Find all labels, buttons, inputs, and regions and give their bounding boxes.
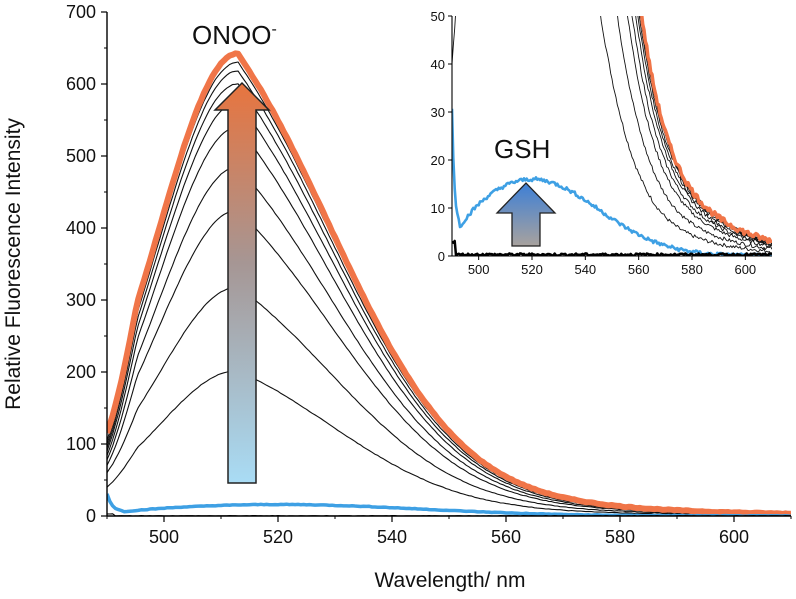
x-tick-label-600: 600 <box>719 527 749 547</box>
inset-curves <box>452 16 772 256</box>
inset-series-11 <box>452 239 772 256</box>
inset-axes: 500 520 540 560 580 600 0 10 20 30 40 50 <box>431 9 772 277</box>
x-axis-title: Wavelength/ nm <box>375 569 526 592</box>
inset-y-tick-label-50: 50 <box>431 9 445 24</box>
inset-y-tick-label-20: 20 <box>431 153 445 168</box>
y-tick-label-200: 200 <box>66 362 96 382</box>
inset-series-2 <box>627 16 772 248</box>
onoo-increase-arrow-icon <box>213 81 271 484</box>
x-tick-label-580: 580 <box>605 527 635 547</box>
y-tick-label-100: 100 <box>66 434 96 454</box>
inset-series-9 <box>640 16 772 245</box>
inset-x-tick-label-580: 580 <box>681 262 703 277</box>
main-series-9 <box>107 50 791 516</box>
inset-series-4 <box>635 16 772 246</box>
x-tick-label-500: 500 <box>149 527 179 547</box>
gsh-label: GSH <box>494 134 550 164</box>
inset-x-tick-label-500: 500 <box>468 262 490 277</box>
inset-x-tick-label-540: 540 <box>574 262 596 277</box>
inset-x-tick-label-600: 600 <box>734 262 756 277</box>
y-tick-label-600: 600 <box>66 74 96 94</box>
y-tick-label-0: 0 <box>86 506 96 526</box>
y-tick-label-400: 400 <box>66 218 96 238</box>
onoo-label-superscript: - <box>271 21 276 38</box>
gsh-increase-arrow-icon <box>495 182 557 247</box>
inset-y-tick-label-0: 0 <box>438 249 445 264</box>
y-tick-label-500: 500 <box>66 146 96 166</box>
inset-x-tick-label-520: 520 <box>521 262 543 277</box>
inset-series-5 <box>637 16 772 244</box>
inset-series-1 <box>617 16 772 250</box>
inset-series-6 <box>638 16 772 243</box>
main-series-1 <box>107 286 791 516</box>
onoo-label-text: ONOO <box>192 20 271 50</box>
inset-series-0 <box>452 16 772 254</box>
x-tick-label-520: 520 <box>263 527 293 547</box>
inset-y-tick-label-30: 30 <box>431 105 445 120</box>
onoo-label: ONOO- <box>192 20 277 50</box>
y-tick-label-300: 300 <box>66 290 96 310</box>
x-tick-label-560: 560 <box>491 527 521 547</box>
inset-y-tick-label-40: 40 <box>431 57 445 72</box>
main-series-0 <box>107 369 791 516</box>
inset-y-tick-label-10: 10 <box>431 201 445 216</box>
inset-x-tick-label-560: 560 <box>628 262 650 277</box>
y-tick-label-700: 700 <box>66 2 96 22</box>
x-tick-label-540: 540 <box>377 527 407 547</box>
y-axis-title: Relative Fluorescence Intensity <box>2 118 25 410</box>
inset-series-3 <box>631 16 772 247</box>
